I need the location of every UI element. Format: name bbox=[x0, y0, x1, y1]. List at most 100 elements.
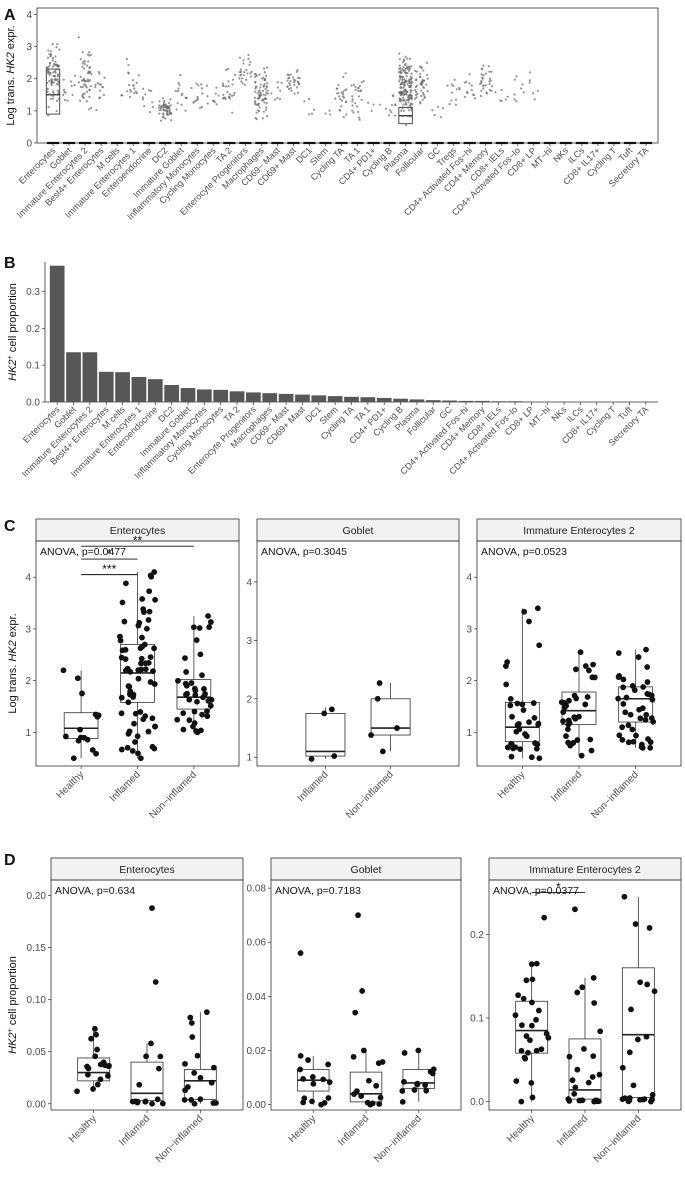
data-point bbox=[520, 707, 527, 713]
data-point bbox=[362, 80, 365, 83]
anova-label: ANOVA, p=0.0477 bbox=[40, 546, 126, 558]
data-point bbox=[47, 49, 50, 52]
data-point bbox=[289, 86, 292, 90]
data-point bbox=[345, 100, 348, 104]
data-point bbox=[526, 719, 532, 726]
data-point bbox=[328, 706, 335, 713]
data-point bbox=[572, 666, 579, 673]
data-point bbox=[132, 710, 139, 717]
facet: Goblet ANOVA, p=0.7183 0.00 0.02 0.04 0.06 0.0… bbox=[247, 857, 462, 1165]
data-point bbox=[215, 103, 218, 106]
data-point bbox=[519, 1022, 525, 1029]
data-point bbox=[565, 739, 572, 746]
data-point bbox=[418, 65, 422, 68]
data-point bbox=[84, 736, 91, 743]
data-point bbox=[405, 103, 408, 106]
data-point bbox=[401, 105, 404, 109]
data-point bbox=[215, 86, 218, 89]
data-point bbox=[192, 692, 199, 698]
data-point bbox=[204, 708, 210, 715]
y-tick-label: 4 bbox=[26, 10, 32, 21]
data-point bbox=[253, 100, 257, 103]
data-point bbox=[373, 1082, 380, 1089]
data-point bbox=[522, 731, 528, 737]
data-point bbox=[221, 82, 225, 85]
data-point bbox=[574, 1066, 581, 1073]
anova-label: ANOVA, p=0.7183 bbox=[275, 885, 361, 897]
y-tick-label: 0.1 bbox=[26, 361, 40, 372]
data-point bbox=[415, 1047, 422, 1054]
data-point bbox=[366, 1077, 372, 1084]
data-point bbox=[590, 1053, 597, 1060]
data-point bbox=[410, 109, 413, 112]
data-point bbox=[88, 51, 91, 54]
data-point bbox=[394, 114, 397, 117]
ylabel-part: HK2 bbox=[7, 359, 19, 380]
y-tick-label: 0.02 bbox=[247, 1046, 267, 1057]
data-point bbox=[86, 78, 90, 81]
data-point bbox=[127, 71, 130, 74]
data-point bbox=[139, 634, 145, 641]
data-point bbox=[90, 106, 93, 109]
data-point bbox=[645, 736, 651, 742]
data-point bbox=[519, 87, 523, 90]
data-point bbox=[127, 83, 131, 87]
anova-label: ANOVA, p=0.3045 bbox=[261, 546, 347, 558]
x-tick-label: NKs bbox=[551, 145, 570, 164]
data-point bbox=[261, 117, 264, 120]
facet-title: Goblet bbox=[351, 864, 382, 876]
data-point bbox=[415, 78, 418, 81]
data-point bbox=[416, 70, 419, 73]
data-point bbox=[148, 1040, 154, 1047]
data-point bbox=[409, 104, 412, 107]
data-point bbox=[137, 709, 144, 715]
data-point bbox=[184, 109, 187, 112]
data-point bbox=[482, 74, 485, 77]
data-point bbox=[200, 106, 204, 109]
data-point bbox=[51, 80, 54, 83]
data-point bbox=[450, 83, 453, 86]
data-point bbox=[162, 101, 166, 104]
data-point bbox=[485, 92, 489, 95]
data-point bbox=[48, 79, 51, 83]
data-point bbox=[160, 105, 163, 109]
data-point bbox=[441, 107, 445, 110]
data-point bbox=[399, 1098, 406, 1105]
data-point bbox=[266, 89, 269, 92]
data-point bbox=[270, 92, 273, 95]
data-point bbox=[470, 88, 473, 92]
y-axis-label: Log trans. HK2 expr. bbox=[5, 25, 17, 125]
data-point bbox=[533, 745, 540, 752]
data-point bbox=[178, 83, 181, 86]
data-point bbox=[86, 64, 89, 67]
data-point bbox=[154, 1096, 161, 1103]
data-point bbox=[288, 83, 292, 87]
data-point bbox=[403, 71, 407, 74]
data-point bbox=[190, 624, 197, 631]
data-point bbox=[140, 609, 147, 615]
bar bbox=[98, 371, 114, 402]
data-point bbox=[425, 83, 428, 86]
data-point bbox=[54, 79, 57, 82]
data-point bbox=[182, 680, 189, 687]
data-point bbox=[214, 92, 217, 95]
data-point bbox=[507, 702, 514, 709]
data-point bbox=[204, 713, 211, 720]
data-point bbox=[227, 84, 230, 88]
data-point bbox=[46, 66, 49, 69]
data-point bbox=[147, 654, 154, 660]
data-point bbox=[49, 72, 52, 75]
data-point bbox=[615, 695, 622, 702]
data-point bbox=[151, 101, 154, 104]
data-point bbox=[152, 979, 159, 985]
data-point bbox=[335, 87, 338, 90]
data-point bbox=[73, 74, 77, 77]
data-point bbox=[406, 106, 410, 109]
data-point bbox=[470, 84, 473, 87]
data-point bbox=[422, 86, 426, 90]
data-point bbox=[529, 1094, 536, 1101]
data-point bbox=[142, 87, 145, 90]
data-point bbox=[405, 99, 408, 102]
data-point bbox=[245, 69, 248, 72]
data-point bbox=[51, 65, 55, 68]
